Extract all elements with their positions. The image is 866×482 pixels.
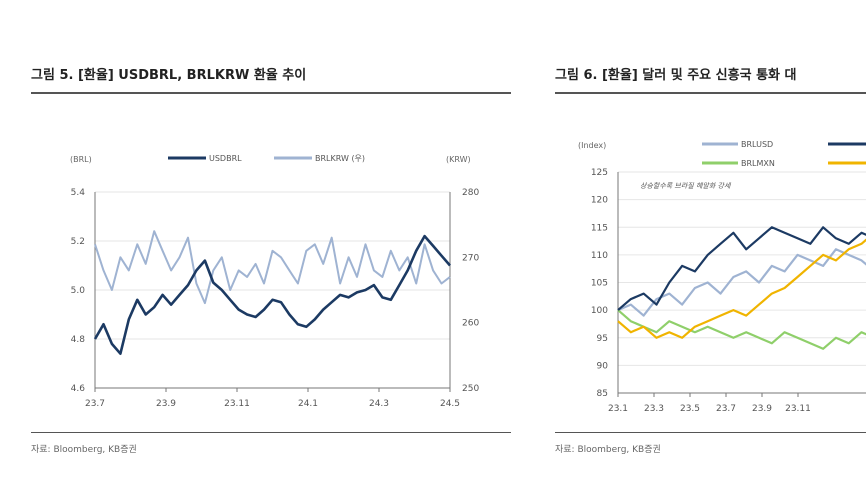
series-lines bbox=[93, 230, 451, 356]
title-rule bbox=[31, 92, 511, 94]
y-left-tick-label: 4.6 bbox=[71, 384, 86, 394]
x-tick-label: 23.3 bbox=[644, 404, 664, 414]
x-tick-label: 23.1 bbox=[608, 404, 628, 414]
x-tick-label: 24.1 bbox=[298, 399, 318, 409]
footer-rule bbox=[555, 432, 866, 433]
y-left-label: (BRL) bbox=[70, 155, 92, 164]
legend-label-usdbrl: USDBRL bbox=[209, 154, 242, 163]
y-right-tick-label: 260 bbox=[462, 319, 479, 329]
x-tick-label: 23.11 bbox=[224, 399, 250, 409]
y-tick-label: 115 bbox=[591, 223, 608, 233]
figure-5-chart: (BRL) (KRW) USDBRL BRLKRW (우) 5.4 5.2 5.0 4… bbox=[70, 154, 480, 409]
series-line bbox=[617, 238, 866, 339]
series-line bbox=[94, 230, 451, 305]
series-line bbox=[617, 309, 866, 350]
figure-6-source: 자료: Bloomberg, KB증권 bbox=[555, 445, 661, 455]
series-lines bbox=[617, 226, 866, 350]
series-line bbox=[93, 234, 451, 356]
legend-label-brlkrw: BRLKRW (우) bbox=[315, 154, 365, 163]
figure-5-source: 자료: Bloomberg, KB증권 bbox=[31, 445, 137, 455]
chart-annotation: 상승할수록 브라질 헤알화 강세 bbox=[640, 182, 732, 190]
figure-6-title: 그림 6. [환율] 달러 및 주요 신흥국 통화 대 bbox=[555, 68, 797, 83]
y-label: (Index) bbox=[578, 141, 606, 150]
x-tick-label: 23.7 bbox=[716, 404, 736, 414]
y-left-tick-label: 5.4 bbox=[71, 188, 86, 198]
y-tick-label: 120 bbox=[591, 196, 608, 206]
tick-labels: 5.4 5.2 5.0 4.8 4.6 280 270 260 250 23.7 23.9 23.11… bbox=[71, 188, 480, 409]
y-right-tick-label: 270 bbox=[462, 253, 479, 263]
y-tick-label: 100 bbox=[591, 306, 608, 316]
y-left-tick-label: 5.0 bbox=[71, 286, 86, 296]
footer-rule bbox=[31, 432, 511, 433]
y-tick-label: 85 bbox=[597, 389, 608, 399]
legend-label-brlmxn: BRLMXN bbox=[741, 159, 775, 168]
y-tick-label: 105 bbox=[591, 279, 608, 289]
x-tick-label: 24.3 bbox=[369, 399, 389, 409]
y-right-tick-label: 250 bbox=[462, 384, 479, 394]
legend-label-brlusd: BRLUSD bbox=[741, 140, 773, 149]
y-tick-label: 125 bbox=[591, 168, 608, 178]
figure-6-chart: (Index) BRLUSD BRLMXN 상승할수록 브라질 헤알화 강세 1… bbox=[578, 140, 866, 414]
y-tick-label: 110 bbox=[591, 251, 608, 261]
figure-6-panel: 그림 6. [환율] 달러 및 주요 신흥국 통화 대 (Index) BRLU… bbox=[540, 0, 866, 482]
x-tick-label: 23.11 bbox=[785, 404, 811, 414]
figure-5-panel: 그림 5. [환율] USDBRL, BRLKRW 환율 추이 (BRL) (K… bbox=[31, 68, 511, 455]
x-tick-label: 23.5 bbox=[680, 404, 700, 414]
series-line bbox=[617, 248, 866, 317]
series-line bbox=[617, 226, 866, 311]
grid-lines bbox=[617, 171, 866, 397]
figure-5-title: 그림 5. [환율] USDBRL, BRLKRW 환율 추이 bbox=[31, 68, 307, 83]
y-tick-label: 95 bbox=[597, 334, 608, 344]
y-right-label: (KRW) bbox=[446, 155, 471, 164]
y-tick-label: 90 bbox=[597, 361, 609, 371]
y-right-tick-label: 280 bbox=[462, 188, 479, 198]
title-rule bbox=[555, 92, 866, 94]
x-tick-label: 24.5 bbox=[440, 399, 460, 409]
grid-lines bbox=[94, 191, 451, 392]
x-tick-label: 23.9 bbox=[156, 399, 176, 409]
x-tick-label: 23.9 bbox=[752, 404, 772, 414]
y-left-tick-label: 4.8 bbox=[71, 335, 86, 345]
x-tick-label: 23.7 bbox=[85, 399, 105, 409]
y-left-tick-label: 5.2 bbox=[71, 237, 85, 247]
